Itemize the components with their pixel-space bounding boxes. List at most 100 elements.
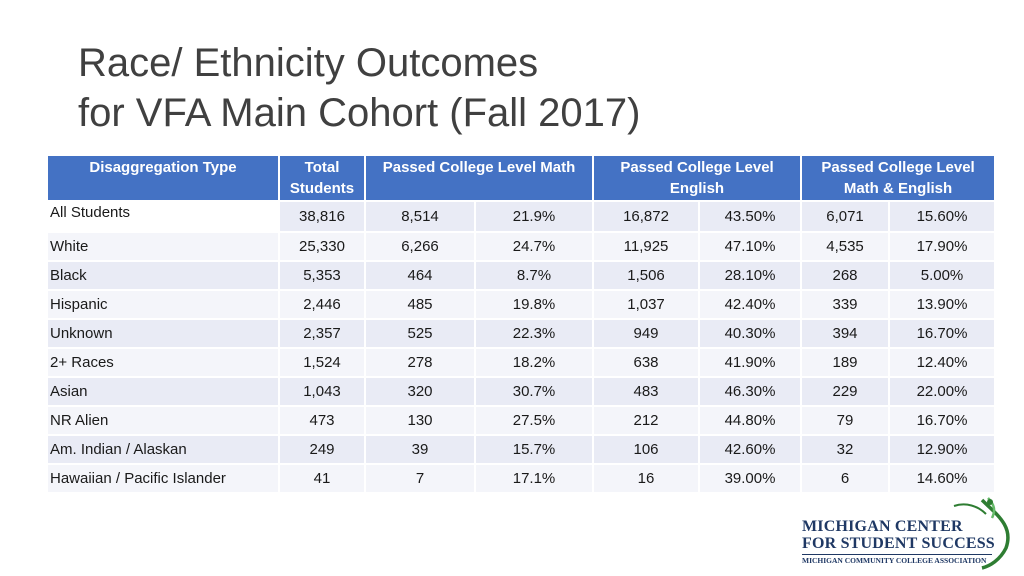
row-label: Unknown bbox=[48, 320, 278, 347]
both-count-cell: 189 bbox=[802, 349, 889, 376]
math-count-cell: 130 bbox=[366, 407, 474, 434]
table-row: 2+ Races 1,524 278 18.2% 638 41.90% 189 12.40% bbox=[48, 349, 995, 376]
both-count-cell: 79 bbox=[802, 407, 889, 434]
math-percent-cell: 27.5% bbox=[476, 407, 593, 434]
math-percent-cell: 15.7% bbox=[476, 436, 593, 463]
both-percent-cell: 17.90% bbox=[890, 233, 995, 260]
math-percent-cell: 24.7% bbox=[476, 233, 593, 260]
english-percent-cell: 42.40% bbox=[700, 291, 801, 318]
both-count-cell: 32 bbox=[802, 436, 889, 463]
slide-title: Race/ Ethnicity Outcomes for VFA Main Co… bbox=[78, 38, 978, 138]
row-label: Asian bbox=[48, 378, 278, 405]
english-count-cell: 11,925 bbox=[594, 233, 699, 260]
table-row: Asian 1,043 320 30.7% 483 46.30% 229 22.00% bbox=[48, 378, 995, 405]
english-percent-cell: 28.10% bbox=[700, 262, 801, 289]
michigan-center-logo: MICHIGAN CENTER FOR STUDENT SUCCESS MICH… bbox=[800, 496, 1020, 572]
total-students-cell: 38,816 bbox=[280, 202, 364, 231]
total-students-cell: 25,330 bbox=[280, 233, 364, 260]
english-count-cell: 212 bbox=[594, 407, 699, 434]
math-percent-cell: 17.1% bbox=[476, 465, 593, 492]
english-count-cell: 949 bbox=[594, 320, 699, 347]
english-percent-cell: 46.30% bbox=[700, 378, 801, 405]
both-percent-cell: 16.70% bbox=[890, 407, 995, 434]
english-percent-cell: 41.90% bbox=[700, 349, 801, 376]
english-count-cell: 1,506 bbox=[594, 262, 699, 289]
table-row: Unknown 2,357 525 22.3% 949 40.30% 394 16.70% bbox=[48, 320, 995, 347]
header-passed-math: Passed College Level Math bbox=[366, 156, 593, 200]
outcomes-table: Disaggregation Type Total Students Passe… bbox=[46, 154, 996, 494]
math-percent-cell: 19.8% bbox=[476, 291, 593, 318]
logo-line-1: MICHIGAN CENTER bbox=[802, 518, 963, 535]
english-percent-cell: 42.60% bbox=[700, 436, 801, 463]
both-count-cell: 394 bbox=[802, 320, 889, 347]
english-count-cell: 16,872 bbox=[594, 202, 699, 231]
math-count-cell: 485 bbox=[366, 291, 474, 318]
math-percent-cell: 21.9% bbox=[476, 202, 593, 231]
slide-title-line-1: Race/ Ethnicity Outcomes bbox=[78, 41, 539, 85]
english-percent-cell: 40.30% bbox=[700, 320, 801, 347]
both-percent-cell: 12.90% bbox=[890, 436, 995, 463]
both-count-cell: 268 bbox=[802, 262, 889, 289]
table-row: Hispanic 2,446 485 19.8% 1,037 42.40% 339 13.90… bbox=[48, 291, 995, 318]
runner-swoosh-icon bbox=[953, 497, 1010, 570]
table-row: White 25,330 6,266 24.7% 11,925 47.10% 4,535 17… bbox=[48, 233, 995, 260]
math-percent-cell: 18.2% bbox=[476, 349, 593, 376]
row-label: NR Alien bbox=[48, 407, 278, 434]
header-disaggregation-type: Disaggregation Type bbox=[48, 156, 278, 200]
slide-title-line-2: for VFA Main Cohort (Fall 2017) bbox=[78, 91, 641, 135]
math-count-cell: 6,266 bbox=[366, 233, 474, 260]
total-students-cell: 5,353 bbox=[280, 262, 364, 289]
row-label: All Students bbox=[48, 202, 278, 231]
math-percent-cell: 8.7% bbox=[476, 262, 593, 289]
english-count-cell: 638 bbox=[594, 349, 699, 376]
total-students-cell: 41 bbox=[280, 465, 364, 492]
total-students-cell: 2,357 bbox=[280, 320, 364, 347]
both-percent-cell: 15.60% bbox=[890, 202, 995, 231]
english-count-cell: 1,037 bbox=[594, 291, 699, 318]
table-row: Black 5,353 464 8.7% 1,506 28.10% 268 5.00% bbox=[48, 262, 995, 289]
table-body: All Students 38,816 8,514 21.9% 16,872 43.50%… bbox=[48, 202, 995, 492]
logo-divider bbox=[802, 554, 992, 555]
math-count-cell: 464 bbox=[366, 262, 474, 289]
total-students-cell: 2,446 bbox=[280, 291, 364, 318]
header-total-students: Total Students bbox=[280, 156, 364, 200]
row-label: Black bbox=[48, 262, 278, 289]
row-label: Hawaiian / Pacific Islander bbox=[48, 465, 278, 492]
both-percent-cell: 5.00% bbox=[890, 262, 995, 289]
table-row: NR Alien 473 130 27.5% 212 44.80% 79 16.70% bbox=[48, 407, 995, 434]
table-row: All Students 38,816 8,514 21.9% 16,872 43.50%… bbox=[48, 202, 995, 231]
both-percent-cell: 12.40% bbox=[890, 349, 995, 376]
math-count-cell: 7 bbox=[366, 465, 474, 492]
math-count-cell: 8,514 bbox=[366, 202, 474, 231]
math-count-cell: 278 bbox=[366, 349, 474, 376]
both-count-cell: 229 bbox=[802, 378, 889, 405]
math-count-cell: 320 bbox=[366, 378, 474, 405]
row-label: 2+ Races bbox=[48, 349, 278, 376]
table-row: Am. Indian / Alaskan 249 39 15.7% 106 42.60% 3… bbox=[48, 436, 995, 463]
logo-line-3: MICHIGAN COMMUNITY COLLEGE ASSOCIATION bbox=[802, 556, 987, 565]
both-percent-cell: 14.60% bbox=[890, 465, 995, 492]
table-header-row: Disaggregation Type Total Students Passe… bbox=[48, 156, 995, 200]
both-count-cell: 6,071 bbox=[802, 202, 889, 231]
total-students-cell: 1,043 bbox=[280, 378, 364, 405]
row-label: Am. Indian / Alaskan bbox=[48, 436, 278, 463]
english-percent-cell: 44.80% bbox=[700, 407, 801, 434]
both-percent-cell: 22.00% bbox=[890, 378, 995, 405]
math-percent-cell: 30.7% bbox=[476, 378, 593, 405]
both-count-cell: 339 bbox=[802, 291, 889, 318]
english-percent-cell: 43.50% bbox=[700, 202, 801, 231]
english-count-cell: 106 bbox=[594, 436, 699, 463]
english-count-cell: 483 bbox=[594, 378, 699, 405]
both-count-cell: 4,535 bbox=[802, 233, 889, 260]
math-percent-cell: 22.3% bbox=[476, 320, 593, 347]
math-count-cell: 39 bbox=[366, 436, 474, 463]
total-students-cell: 249 bbox=[280, 436, 364, 463]
header-passed-math-english: Passed College Level Math & English bbox=[802, 156, 995, 200]
total-students-cell: 1,524 bbox=[280, 349, 364, 376]
row-label: White bbox=[48, 233, 278, 260]
row-label: Hispanic bbox=[48, 291, 278, 318]
both-count-cell: 6 bbox=[802, 465, 889, 492]
english-percent-cell: 47.10% bbox=[700, 233, 801, 260]
both-percent-cell: 16.70% bbox=[890, 320, 995, 347]
logo-line-2: FOR STUDENT SUCCESS bbox=[802, 535, 995, 552]
